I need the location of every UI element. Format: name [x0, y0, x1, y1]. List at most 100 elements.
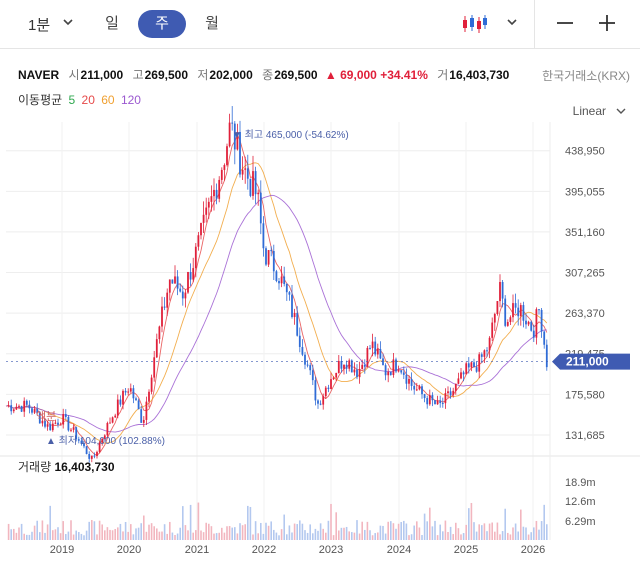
candle-body	[363, 364, 366, 367]
candle-body	[335, 372, 338, 378]
current-price-label: 211,000	[566, 355, 609, 369]
volume-bar	[153, 526, 155, 540]
volume-bar	[470, 502, 473, 540]
candle-body	[301, 346, 304, 355]
volume-bar	[348, 531, 350, 540]
volume-bar	[83, 535, 85, 540]
zoom-out-icon[interactable]	[556, 14, 574, 32]
volume-bar	[314, 528, 317, 540]
candle-body	[46, 424, 49, 427]
chevron-down-icon[interactable]	[506, 16, 518, 28]
volume-bar	[293, 523, 296, 540]
chevron-down-icon[interactable]	[62, 16, 74, 28]
volume-bar	[78, 532, 80, 540]
x-tick-label: 2021	[185, 544, 209, 556]
volume-bar	[509, 534, 512, 540]
volume-bar	[530, 532, 532, 540]
candle-body	[278, 281, 280, 284]
divider	[534, 0, 535, 48]
candle-body	[15, 406, 18, 410]
volume-bar	[26, 534, 28, 540]
candlestick-chart-icon[interactable]	[462, 13, 488, 35]
volume-bar	[262, 533, 265, 540]
volume-bar	[143, 515, 145, 540]
volume-bar	[309, 524, 311, 540]
candle-body	[150, 377, 153, 392]
min-price-label: ▲ 최저 104,000 (102.88%)	[46, 435, 165, 447]
candle-body	[189, 272, 192, 280]
candle-body	[116, 399, 119, 416]
volume-bar	[54, 529, 57, 540]
candle-body	[408, 378, 410, 384]
volume-bar	[468, 508, 470, 540]
volume-bar	[205, 522, 207, 540]
x-tick-label: 2022	[252, 544, 276, 556]
candle-body	[387, 371, 390, 376]
volume-value: 16,403,730	[449, 68, 510, 82]
tab-week[interactable]: 주	[138, 10, 186, 38]
candle-body	[379, 349, 382, 359]
candle-body	[343, 364, 345, 369]
candle-body	[12, 409, 15, 412]
candle-body	[340, 360, 343, 369]
candle-body	[259, 192, 262, 224]
tab-day[interactable]: 일	[105, 15, 119, 32]
volume-bar	[130, 524, 132, 540]
volume-bar	[150, 523, 153, 540]
candle-body	[467, 363, 470, 368]
chevron-down-icon[interactable]	[616, 106, 626, 116]
volume-bar	[210, 526, 213, 540]
candle-body	[119, 399, 122, 405]
candle-body	[57, 422, 59, 425]
volume-bar	[418, 527, 421, 540]
tab-month[interactable]: 월	[205, 15, 219, 32]
candle-body	[514, 303, 517, 308]
candle-body	[444, 393, 447, 404]
interval-selector[interactable]: 1분	[28, 17, 51, 34]
volume-bar	[119, 523, 122, 540]
scale-selector[interactable]: Linear	[572, 104, 606, 118]
candle-body	[129, 388, 132, 392]
candle-body	[304, 354, 306, 365]
volume-bar	[228, 526, 231, 540]
candle-body	[543, 331, 546, 345]
candle-body	[499, 282, 501, 302]
candle-body	[428, 395, 431, 405]
volume-bar	[132, 534, 135, 540]
volume-bar	[351, 532, 353, 540]
candle-body	[486, 350, 488, 352]
candle-body	[530, 321, 533, 331]
candle-body	[137, 400, 140, 410]
volume-bar	[23, 533, 25, 540]
volume-bar	[109, 529, 111, 540]
candle-body	[371, 341, 374, 349]
volume-bar	[104, 530, 106, 540]
volume-bar	[85, 530, 88, 540]
candle-body	[337, 360, 340, 373]
candle-body	[330, 379, 332, 389]
zoom-in-icon[interactable]	[598, 14, 616, 32]
volume-bar	[319, 523, 322, 540]
moving-average-legend[interactable]: 이동평균 5 20 60 120	[18, 91, 141, 108]
volume-tick-label: 18.9m	[565, 477, 596, 489]
volume-bar	[533, 527, 535, 540]
candle-body	[85, 446, 88, 455]
candle-body	[436, 400, 439, 405]
volume-bar	[28, 534, 31, 540]
volume-bar	[265, 522, 267, 540]
volume-bar	[57, 527, 59, 540]
candle-body	[135, 398, 137, 401]
y-tick-label: 395,055	[565, 186, 605, 198]
candle-body	[384, 365, 387, 376]
volume-bar	[174, 535, 176, 540]
volume-bar	[72, 534, 75, 540]
candle-body	[460, 372, 462, 379]
volume-bar	[41, 520, 44, 540]
candle-body	[72, 427, 75, 430]
candle-body	[23, 400, 26, 412]
volume-bar	[543, 504, 545, 540]
candle-body	[192, 268, 195, 280]
candle-body	[236, 131, 239, 150]
volume-bar	[481, 525, 483, 540]
